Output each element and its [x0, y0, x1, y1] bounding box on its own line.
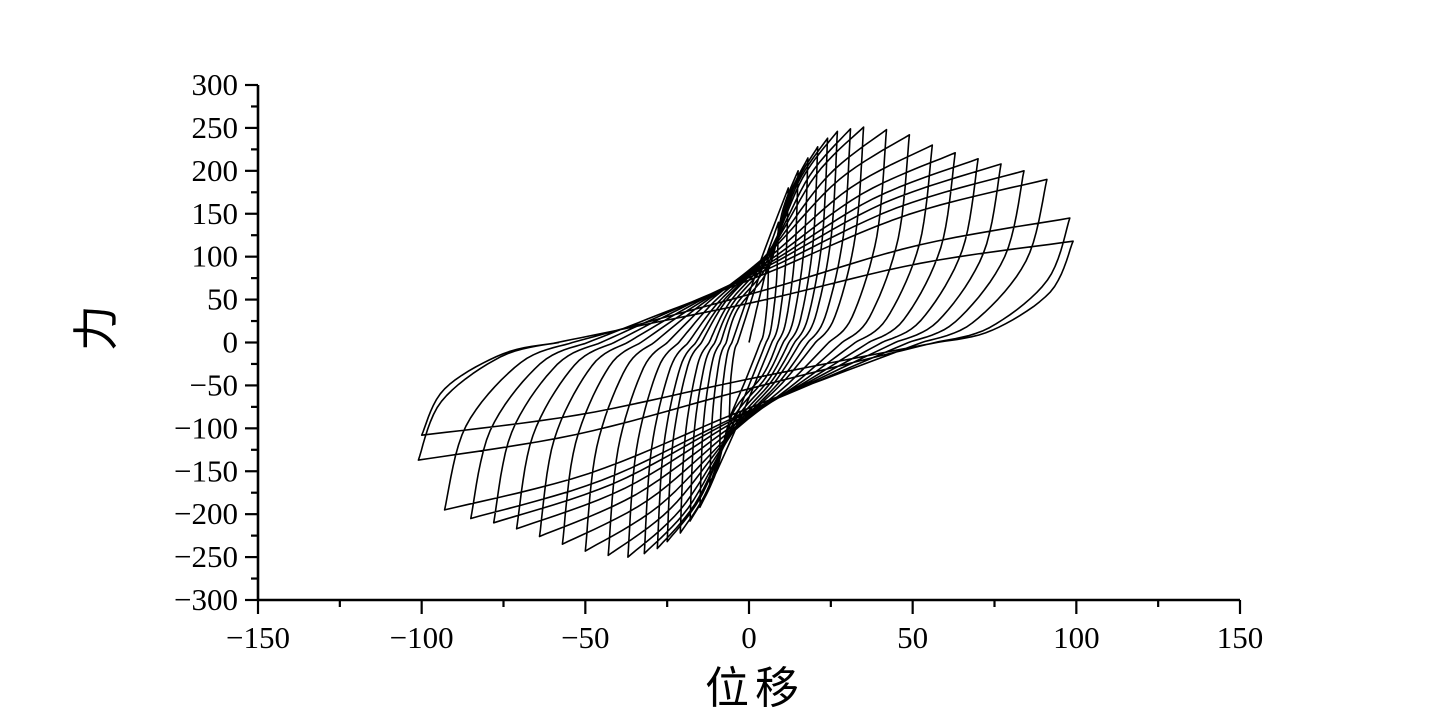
hysteresis-curve	[417, 126, 1074, 558]
y-tick-label: −200	[174, 496, 238, 531]
y-axis-title: 力	[71, 305, 122, 351]
x-tick-label: −150	[226, 620, 290, 655]
y-tick-label: −250	[174, 539, 238, 574]
y-tick-label: −300	[174, 582, 238, 617]
y-tick-label: 300	[192, 67, 239, 102]
x-tick-label: 50	[897, 620, 928, 655]
y-tick-label: 250	[192, 110, 239, 145]
y-tick-label: −50	[190, 367, 238, 402]
x-tick-label: 100	[1053, 620, 1100, 655]
y-tick-label: 200	[192, 153, 239, 188]
y-tick-label: 50	[207, 282, 238, 317]
y-tick-label: −100	[174, 410, 238, 445]
x-tick-label: −50	[561, 620, 609, 655]
x-axis-title: 位移	[705, 664, 805, 713]
y-tick-label: 100	[192, 239, 239, 274]
x-tick-label: −100	[390, 620, 454, 655]
y-tick-label: 0	[223, 325, 239, 360]
y-tick-label: 150	[192, 196, 239, 231]
x-tick-label: 0	[741, 620, 757, 655]
x-tick-label: 150	[1217, 620, 1264, 655]
y-tick-label: −150	[174, 453, 238, 488]
